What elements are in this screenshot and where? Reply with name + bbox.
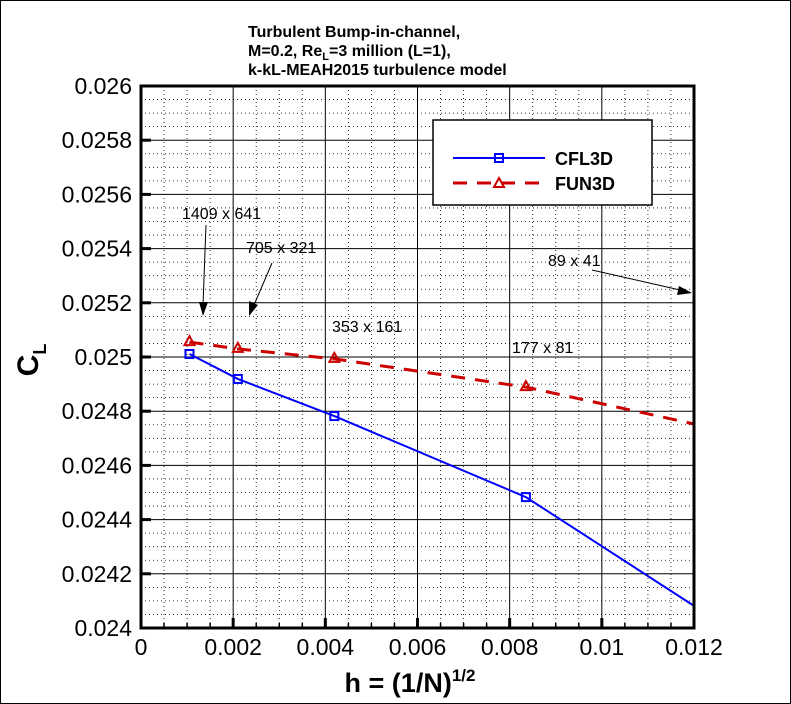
y-tick-label: 0.0246 bbox=[62, 452, 132, 478]
title-line-2: M=0.2, ReL=3 million (L=1), bbox=[248, 43, 451, 63]
series-line-cfl3d bbox=[189, 353, 695, 607]
annotations: 1409 x 641 705 x 321 353 x 161 177 x 81 … bbox=[182, 206, 692, 357]
y-axis-label: CL bbox=[12, 344, 50, 377]
annotation-89x41: 89 x 41 bbox=[548, 253, 601, 270]
title-line-3: k-kL-MEAH2015 turbulence model bbox=[248, 62, 507, 79]
x-tick-label: 0.01 bbox=[579, 634, 624, 660]
x-tick-label: 0.006 bbox=[389, 634, 447, 660]
data-point-cfl3d bbox=[184, 349, 195, 360]
legend-box bbox=[432, 119, 653, 206]
y-tick-label: 0.0254 bbox=[62, 236, 133, 262]
data-point-cfl3d bbox=[232, 373, 243, 384]
data-point-fun3d bbox=[182, 334, 197, 347]
y-tick-label: 0.0242 bbox=[62, 561, 132, 587]
series-line-fun3d bbox=[189, 340, 695, 426]
plot-border bbox=[139, 84, 696, 630]
annotation-arrow-89x41 bbox=[591, 269, 681, 291]
y-tick-label: 0.026 bbox=[74, 73, 132, 99]
data-point-cfl3d bbox=[329, 411, 340, 422]
series bbox=[182, 334, 695, 607]
legend-label-fun3d: FUN3D bbox=[555, 174, 615, 194]
y-tick-label: 0.0244 bbox=[62, 507, 133, 533]
y-tick-label: 0.025 bbox=[74, 344, 132, 370]
x-tick-label: 0.008 bbox=[481, 634, 539, 660]
annotation-arrow-705x321 bbox=[253, 262, 273, 306]
x-tick-label: 0.012 bbox=[665, 634, 723, 660]
x-tick-label: 0 bbox=[135, 634, 148, 660]
annotation-705x321: 705 x 321 bbox=[246, 240, 316, 257]
y-tick-label: 0.0256 bbox=[62, 181, 132, 207]
series-cfl3d bbox=[184, 349, 695, 607]
annotation-177x81: 177 x 81 bbox=[512, 340, 573, 357]
chart-title: Turbulent Bump-in-channel, M=0.2, ReL=3 … bbox=[248, 24, 507, 79]
legend-triangle-marker-icon bbox=[492, 175, 506, 188]
legend: CFL3D FUN3D bbox=[432, 119, 653, 206]
x-tick-label: 0.004 bbox=[297, 634, 355, 660]
arrowhead-icon bbox=[249, 301, 258, 316]
annotation-arrow-1409x641 bbox=[202, 224, 207, 306]
legend-square-marker-icon bbox=[494, 153, 504, 163]
legend-label-cfl3d: CFL3D bbox=[555, 149, 613, 169]
data-point-fun3d bbox=[519, 379, 533, 392]
y-tick-label: 0.024 bbox=[74, 615, 132, 641]
data-point-fun3d bbox=[231, 340, 245, 353]
ticks: 0 0.002 0.004 0.006 0.008 0.01 0.012 0.024 0.024… bbox=[62, 73, 723, 660]
annotation-353x161: 353 x 161 bbox=[332, 319, 402, 336]
x-axis-label: h = (1/N)1/2 bbox=[345, 666, 476, 698]
data-point-cfl3d bbox=[520, 492, 531, 503]
arrowhead-icon bbox=[677, 286, 692, 295]
series-fun3d bbox=[182, 334, 695, 426]
y-tick-label: 0.0252 bbox=[62, 290, 132, 316]
annotation-1409x641: 1409 x 641 bbox=[182, 206, 261, 223]
x-tick-label: 0.002 bbox=[204, 634, 262, 660]
y-tick-label: 0.0258 bbox=[62, 127, 132, 153]
y-tick-label: 0.0248 bbox=[62, 398, 132, 424]
data-point-fun3d bbox=[327, 350, 342, 363]
arrowhead-icon bbox=[199, 302, 208, 316]
title-line-1: Turbulent Bump-in-channel, bbox=[248, 24, 460, 41]
